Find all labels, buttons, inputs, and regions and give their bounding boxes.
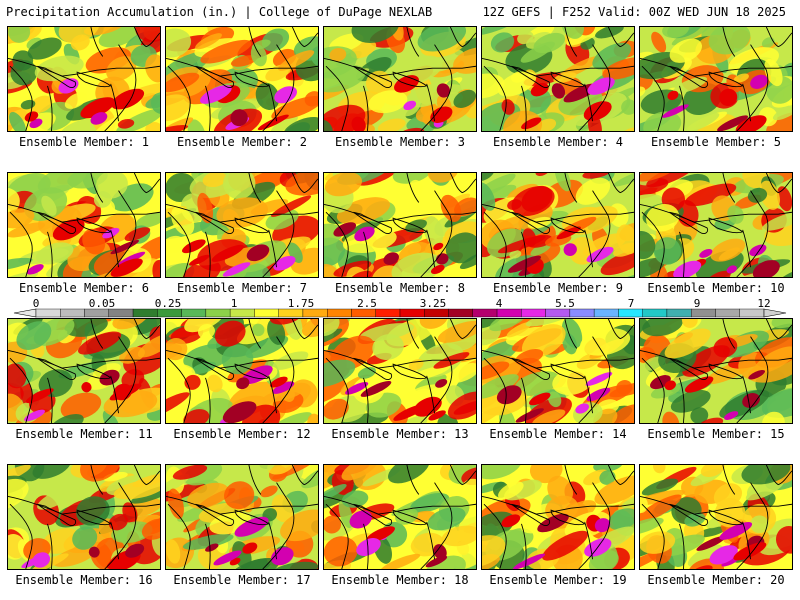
ensemble-member-map [481, 318, 635, 424]
ensemble-member-label: Ensemble Member: 7 [176, 281, 308, 295]
ensemble-member-map [323, 172, 477, 278]
model-valid-time: 12Z GEFS | F252 Valid: 00Z WED JUN 18 20… [482, 5, 786, 19]
ensemble-member-map [7, 318, 161, 424]
ensemble-member-map [639, 172, 793, 278]
colorbar-tick-label: 1.75 [287, 297, 315, 310]
colorbar-swatch [448, 308, 473, 318]
ensemble-member-map [7, 26, 161, 132]
colorbar-tick-label: 0.05 [88, 297, 116, 310]
colorbar-swatch [60, 308, 85, 318]
precip-colorbar [13, 308, 787, 318]
ensemble-member-map [481, 172, 635, 278]
colorbar-max-arrow [763, 308, 787, 318]
colorbar-swatch [35, 308, 61, 318]
colorbar-tick-label: 0.25 [154, 297, 182, 310]
ensemble-member-map [481, 26, 635, 132]
ensemble-member-map [165, 464, 319, 570]
colorbar-swatch [715, 308, 740, 318]
ensemble-member-label: Ensemble Member: 8 [334, 281, 466, 295]
colorbar-swatch [302, 308, 328, 318]
ensemble-member-label: Ensemble Member: 13 [331, 427, 469, 441]
ensemble-member-label: Ensemble Member: 16 [15, 573, 153, 587]
colorbar-swatch [254, 308, 279, 318]
colorbar-min-arrow [13, 308, 37, 318]
colorbar-swatch [327, 308, 352, 318]
colorbar-tick-label: 2.5 [357, 297, 377, 310]
colorbar-swatch [375, 308, 401, 318]
ensemble-member-map [481, 464, 635, 570]
ensemble-member-label: Ensemble Member: 20 [647, 573, 785, 587]
colorbar-swatch [84, 308, 109, 318]
colorbar-swatch [739, 308, 765, 318]
ensemble-member-label: Ensemble Member: 19 [489, 573, 627, 587]
colorbar-swatch [132, 308, 158, 318]
colorbar-swatch [618, 308, 643, 318]
ensemble-member-map [639, 26, 793, 132]
colorbar-tick-label: 1 [230, 297, 238, 310]
ensemble-member-label: Ensemble Member: 4 [492, 135, 624, 149]
ensemble-member-map [165, 318, 319, 424]
colorbar-swatch [691, 308, 716, 318]
colorbar-tick-label: 0 [32, 297, 40, 310]
colorbar-swatch [569, 308, 595, 318]
colorbar-swatch [157, 308, 182, 318]
colorbar-swatch [278, 308, 304, 318]
ensemble-member-label: Ensemble Member: 18 [331, 573, 469, 587]
ensemble-member-label: Ensemble Member: 11 [15, 427, 153, 441]
colorbar-tick-label: 3.25 [419, 297, 447, 310]
colorbar-swatch [205, 308, 231, 318]
ensemble-member-label: Ensemble Member: 9 [492, 281, 624, 295]
colorbar-tick-label: 9 [693, 297, 701, 310]
colorbar-swatch [545, 308, 571, 318]
ensemble-member-map [7, 172, 161, 278]
colorbar-swatch [108, 308, 134, 318]
colorbar-swatch [521, 308, 546, 318]
colorbar-swatch [472, 308, 498, 318]
ensemble-member-label: Ensemble Member: 3 [334, 135, 466, 149]
colorbar-swatch [642, 308, 668, 318]
colorbar-tick-label: 7 [627, 297, 635, 310]
colorbar-tick-label: 4 [495, 297, 503, 310]
colorbar-swatch [424, 308, 449, 318]
ensemble-member-label: Ensemble Member: 12 [173, 427, 311, 441]
colorbar-tick-label: 12 [757, 297, 771, 310]
ensemble-member-label: Ensemble Member: 6 [18, 281, 150, 295]
ensemble-member-label: Ensemble Member: 1 [18, 135, 150, 149]
colorbar-swatch [666, 308, 692, 318]
ensemble-member-map [639, 464, 793, 570]
colorbar-tick-label: 5.5 [555, 297, 575, 310]
colorbar-swatch [593, 308, 619, 318]
colorbar-swatch [181, 308, 207, 318]
ensemble-member-label: Ensemble Member: 17 [173, 573, 311, 587]
ensemble-member-map [7, 464, 161, 570]
ensemble-member-label: Ensemble Member: 5 [650, 135, 782, 149]
ensemble-member-label: Ensemble Member: 2 [176, 135, 308, 149]
colorbar-swatch [229, 308, 255, 318]
colorbar-swatch [351, 308, 376, 318]
ensemble-member-label: Ensemble Member: 14 [489, 427, 627, 441]
ensemble-member-map [165, 26, 319, 132]
colorbar-swatch [399, 308, 425, 318]
colorbar-swatch [496, 308, 522, 318]
ensemble-member-map [323, 464, 477, 570]
ensemble-member-map [323, 318, 477, 424]
ensemble-member-label: Ensemble Member: 15 [647, 427, 785, 441]
ensemble-member-label: Ensemble Member: 10 [647, 281, 785, 295]
ensemble-member-map [323, 26, 477, 132]
ensemble-member-map [165, 172, 319, 278]
ensemble-member-map [639, 318, 793, 424]
map-title: Precipitation Accumulation (in.) | Colle… [6, 5, 433, 19]
